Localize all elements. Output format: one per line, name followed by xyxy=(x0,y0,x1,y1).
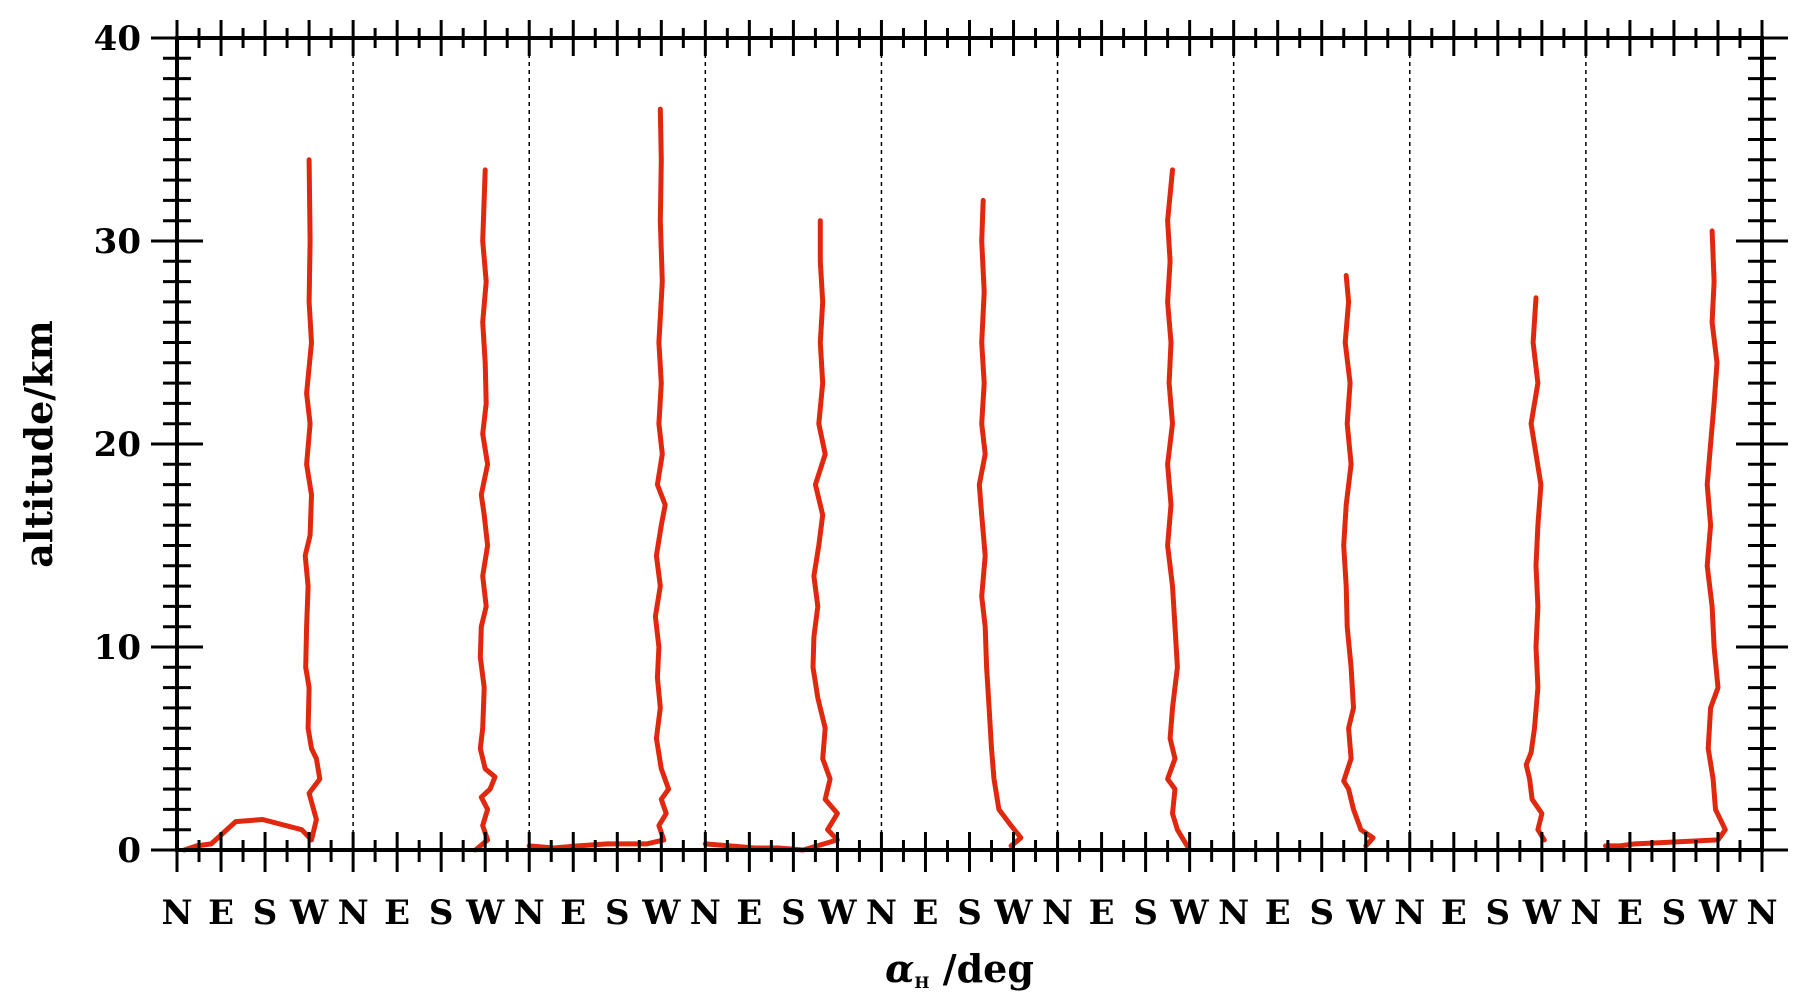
x-tick-label: W xyxy=(641,893,681,933)
x-tick-label: E xyxy=(1441,893,1467,933)
x-tick-label: W xyxy=(817,893,857,933)
series-line-panel-4 xyxy=(702,218,840,853)
x-axis-unit: /deg xyxy=(929,946,1033,991)
x-tick-label: W xyxy=(1698,893,1738,933)
x-axis-symbol: α xyxy=(885,946,914,991)
x-axis-subscript: H xyxy=(914,973,929,992)
x-tick-label: E xyxy=(384,893,410,933)
data-layer xyxy=(181,106,1728,853)
y-tick-label: 20 xyxy=(94,425,141,465)
x-tick-label: S xyxy=(605,893,630,933)
plot-frame xyxy=(175,36,1764,852)
panel-separators xyxy=(352,38,1587,850)
x-tick-label: N xyxy=(1746,893,1777,933)
x-tick-label: E xyxy=(208,893,234,933)
series-line-panel-8 xyxy=(1523,295,1547,843)
series-line-panel-2 xyxy=(472,167,498,853)
x-tick-label: E xyxy=(1089,893,1115,933)
x-tick-label: N xyxy=(1218,893,1249,933)
x-tick-label: N xyxy=(690,893,721,933)
x-axis-title: αH /deg xyxy=(885,946,1034,992)
x-tick-label: S xyxy=(957,893,982,933)
x-tick-label: W xyxy=(465,893,505,933)
x-tick-label: E xyxy=(560,893,586,933)
x-tick-label: S xyxy=(1486,893,1511,933)
series-line-panel-9 xyxy=(1603,228,1728,849)
x-tick-label: N xyxy=(1394,893,1425,933)
y-tick-label: 0 xyxy=(117,831,141,871)
x-tick-label: W xyxy=(1170,893,1210,933)
series-line-panel-5 xyxy=(976,197,1024,849)
y-axis-title: altitude/km xyxy=(16,320,61,567)
x-tick-label: N xyxy=(1570,893,1601,933)
x-tick-label: N xyxy=(866,893,897,933)
x-tick-label: N xyxy=(338,893,369,933)
series-line-panel-3 xyxy=(526,106,672,851)
x-tick-label: S xyxy=(1133,893,1158,933)
x-tick-label: S xyxy=(781,893,806,933)
y-tick-label: 30 xyxy=(94,222,141,262)
x-tick-label: E xyxy=(913,893,939,933)
axis-ticks xyxy=(151,20,1788,872)
series-line-panel-7 xyxy=(1341,273,1376,849)
x-tick-label: S xyxy=(1662,893,1687,933)
series-line-panel-6 xyxy=(1165,167,1193,853)
x-tick-label: S xyxy=(253,893,278,933)
x-tick-label: N xyxy=(161,893,192,933)
y-tick-label: 40 xyxy=(94,19,141,59)
x-tick-label: N xyxy=(514,893,545,933)
x-tick-label: W xyxy=(1346,893,1386,933)
y-tick-label: 10 xyxy=(94,628,141,668)
x-tick-label: S xyxy=(1309,893,1334,933)
series-line-panel-1 xyxy=(181,157,323,853)
x-tick-label: E xyxy=(736,893,762,933)
x-tick-label: S xyxy=(429,893,454,933)
x-tick-label: W xyxy=(289,893,329,933)
x-tick-label: E xyxy=(1617,893,1643,933)
x-tick-label: W xyxy=(1522,893,1562,933)
x-tick-label: E xyxy=(1265,893,1291,933)
x-tick-label: N xyxy=(1042,893,1073,933)
x-tick-label: W xyxy=(993,893,1033,933)
